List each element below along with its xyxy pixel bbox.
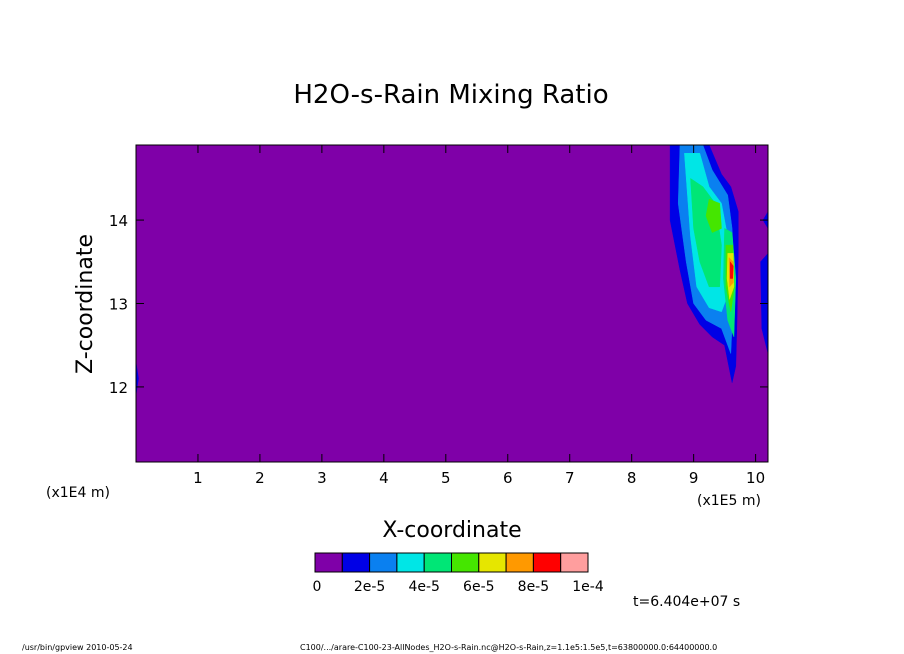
contour-region <box>705 198 722 233</box>
x-tick-label: 2 <box>255 469 265 487</box>
colorbar-swatch <box>314 552 343 573</box>
x-tick-label: 7 <box>565 469 575 487</box>
x-scale-right-label: (x1E5 m) <box>697 493 761 509</box>
rain-field <box>136 145 768 396</box>
colorbar-swatch <box>396 552 425 573</box>
x-tick-label: 10 <box>746 469 765 487</box>
x-tick-label: 1 <box>193 469 203 487</box>
x-tick-label: 9 <box>689 469 699 487</box>
colorbar-swatch <box>478 552 507 573</box>
colorbar-swatch <box>505 552 534 573</box>
colorbar-label: 8e-5 <box>518 579 549 595</box>
x-tick-label: 3 <box>317 469 327 487</box>
x-axis-label: X-coordinate <box>382 518 521 543</box>
time-label: t=6.404e+07 s <box>633 594 741 610</box>
colorbar-label: 6e-5 <box>463 579 494 595</box>
x-tick-label: 6 <box>503 469 513 487</box>
colorbar-swatch <box>369 552 398 573</box>
colorbar-label: 4e-5 <box>408 579 439 595</box>
colorbar: 0 2e-5 4e-5 6e-5 8e-5 1e-4 <box>313 552 604 595</box>
footer-program: /usr/bin/gpview 2010-05-24 <box>22 643 133 652</box>
x-axis: 1 2 3 4 5 6 7 8 9 10 <box>193 145 765 487</box>
x-scale-left-label: (x1E4 m) <box>46 485 110 501</box>
y-axis-label: Z-coordinate <box>73 234 98 374</box>
y-tick-label: 13 <box>109 296 128 314</box>
colorbar-swatch <box>341 552 371 573</box>
footer-source: C100/.../arare-C100-23-AllNodes_H2O-s-Ra… <box>300 643 718 652</box>
y-tick-label: 12 <box>109 379 128 397</box>
colorbar-label: 1e-4 <box>572 579 604 595</box>
colorbar-swatch <box>532 552 562 573</box>
colorbar-label: 2e-5 <box>354 579 385 595</box>
x-tick-label: 4 <box>379 469 389 487</box>
x-tick-label: 8 <box>627 469 637 487</box>
colorbar-swatch <box>451 552 480 573</box>
contour-region <box>729 261 734 279</box>
y-tick-label: 14 <box>109 212 128 230</box>
plot-area <box>136 145 768 462</box>
colorbar-label: 0 <box>313 579 322 595</box>
colorbar-swatch <box>560 552 589 573</box>
colorbar-swatch <box>423 552 453 573</box>
x-tick-label: 5 <box>441 469 451 487</box>
y-axis: 12 13 14 <box>109 212 768 397</box>
chart-title: H2O-s-Rain Mixing Ratio <box>293 80 608 110</box>
